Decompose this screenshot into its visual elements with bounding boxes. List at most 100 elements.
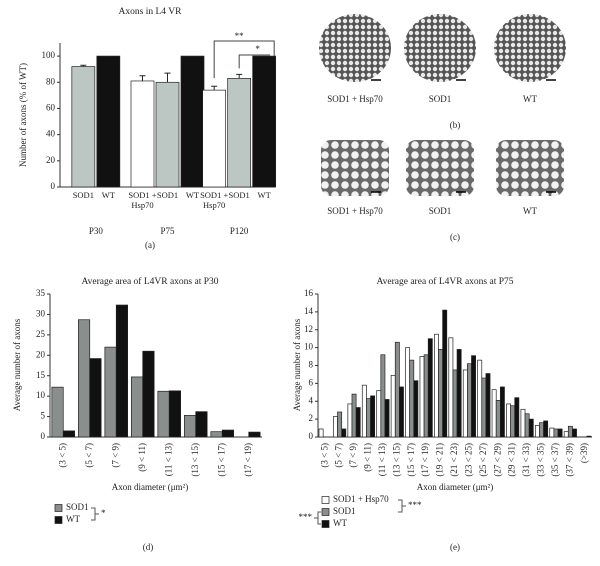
significance-label: *** <box>408 500 422 510</box>
x-tick-label: (35 < 37) <box>550 443 560 477</box>
panel-caption: (e) <box>450 542 460 552</box>
bar <box>477 359 483 438</box>
bar <box>227 77 252 188</box>
bar <box>423 354 429 438</box>
bar-label-box: SOD1 <box>157 190 178 200</box>
bar <box>221 429 234 438</box>
significance-bracket <box>238 54 271 69</box>
micrograph <box>404 14 476 82</box>
bar <box>405 347 411 438</box>
x-tick-label: (>39) <box>579 443 589 463</box>
legend-swatch <box>321 496 330 504</box>
y-tick-label: 40 <box>46 129 56 139</box>
x-tick-label: (29 < 31) <box>507 443 517 477</box>
bar <box>104 346 117 438</box>
bar <box>553 428 559 438</box>
bar <box>467 363 472 438</box>
bar <box>376 390 382 438</box>
bar <box>520 408 526 438</box>
y-tick-label: 20 <box>46 155 56 165</box>
significance-bracket <box>398 499 406 513</box>
bar <box>337 411 343 438</box>
significance-bracket <box>314 511 321 525</box>
bar <box>318 428 324 438</box>
bar <box>333 416 338 438</box>
chart-title: Axons in L4 VR <box>119 7 183 17</box>
bar <box>567 425 573 438</box>
x-tick-label: (7 < 9) <box>110 443 120 468</box>
bar <box>434 333 439 438</box>
y-tick-label: 5 <box>41 411 46 421</box>
bar <box>481 377 487 438</box>
bar <box>71 66 96 188</box>
bar <box>438 349 443 438</box>
bar-label-box: WT <box>258 190 271 200</box>
y-tick-label: 0 <box>41 431 46 441</box>
micrograph <box>319 14 391 82</box>
panel-caption: (b) <box>450 120 461 130</box>
x-tick-label: (15 < 17) <box>216 443 226 477</box>
y-tick-label: 15 <box>36 370 46 380</box>
micrograph <box>496 140 564 196</box>
bar <box>528 418 534 438</box>
x-tick-label: (11 < 13) <box>163 443 173 476</box>
y-tick-label: 25 <box>36 329 46 339</box>
y-tick-label: 14 <box>304 306 314 316</box>
bar <box>413 380 419 438</box>
group-label: P30 <box>89 226 104 236</box>
micrograph <box>494 14 566 82</box>
legend-label: SOD1 <box>333 506 356 516</box>
panel-caption: (a) <box>145 240 155 250</box>
bar <box>534 425 540 438</box>
panel-caption: (d) <box>143 542 154 552</box>
bar <box>195 411 208 438</box>
bar <box>448 337 454 438</box>
x-tick-label: (21 < 23) <box>449 443 459 477</box>
x-tick-label: (13 < 15) <box>190 443 200 477</box>
micrograph-label: SOD1 <box>429 206 452 216</box>
y-tick-label: 60 <box>46 103 56 113</box>
bar-label-box: SOD1 + Hsp70 <box>200 190 229 210</box>
bar <box>341 428 347 438</box>
x-tick-label: (7 < 9) <box>348 443 358 468</box>
significance-label: * <box>255 44 260 54</box>
y-tick-label: 100 <box>42 50 56 60</box>
significance-label: * <box>101 508 106 518</box>
bar <box>506 403 511 438</box>
bar-label-box: SOD1 + Hsp70 <box>128 190 156 210</box>
y-tick-label: 35 <box>36 288 46 298</box>
x-tick-label: (5 < 7) <box>84 443 94 468</box>
x-tick-label: (3 < 5) <box>319 443 329 468</box>
x-tick-label: (25 < 27) <box>478 443 488 477</box>
bar-label-box: SOD1 <box>73 190 94 200</box>
bar <box>419 356 425 438</box>
bar <box>168 390 181 438</box>
bar <box>252 55 277 188</box>
legend-swatch <box>54 516 63 524</box>
bar-label: WT <box>101 190 115 200</box>
bar <box>96 55 121 188</box>
significance-label: *** <box>299 512 313 522</box>
bar <box>557 428 563 438</box>
y-axis-label: Average number of axons <box>12 318 22 411</box>
bar-label-box: WT <box>186 190 199 200</box>
significance-label: ** <box>235 31 245 41</box>
bar <box>456 349 462 438</box>
y-tick-label: 8 <box>309 360 314 370</box>
bar <box>543 420 549 438</box>
legend-swatch <box>54 504 63 512</box>
bar <box>495 400 501 438</box>
y-tick-label: 10 <box>36 390 46 400</box>
significance-bracket <box>213 40 275 79</box>
bar <box>549 427 555 438</box>
x-tick-label: (37 < 39) <box>564 443 574 477</box>
error-bar <box>139 75 146 81</box>
bar <box>347 403 353 438</box>
bar-label: SOD1 + Hsp70 <box>200 190 229 210</box>
bar <box>62 430 75 438</box>
x-tick-label: (13 < 15) <box>391 443 401 477</box>
y-tick-label: 30 <box>36 308 46 318</box>
legend-swatch <box>321 508 330 516</box>
y-tick-label: 4 <box>309 395 314 405</box>
legend-swatch <box>321 520 330 528</box>
